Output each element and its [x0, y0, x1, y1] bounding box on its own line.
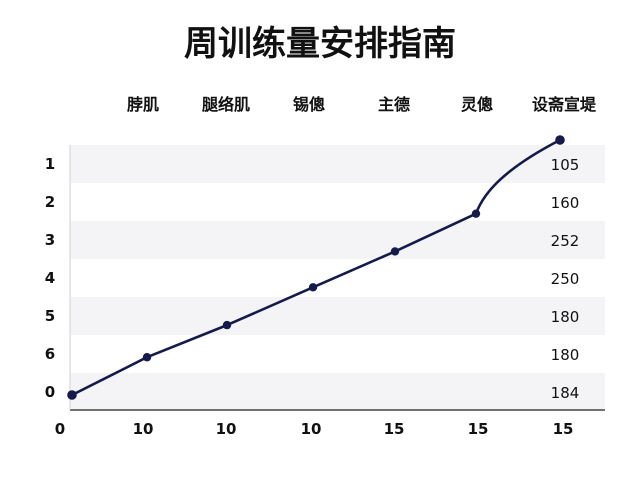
- data-point: [308, 283, 318, 292]
- grid-bands: [70, 145, 605, 411]
- row-labels: 1 2 3 4 5 6 0: [45, 155, 55, 401]
- right-value-label: 105: [551, 156, 580, 174]
- column-label: 脖肌: [127, 95, 159, 114]
- series-group: [67, 135, 565, 400]
- row-label: 6: [45, 345, 55, 363]
- right-value-label: 180: [551, 308, 580, 326]
- x-tick-label: 10: [301, 420, 322, 438]
- row-label: 2: [45, 193, 55, 211]
- row-label: 1: [45, 155, 55, 173]
- grid-band: [70, 297, 605, 335]
- column-label: 主德: [378, 95, 410, 114]
- right-value-label: 250: [551, 270, 580, 288]
- grid-band: [70, 373, 605, 411]
- data-point: [471, 209, 481, 218]
- x-tick-label: 15: [553, 420, 574, 438]
- grid-band: [70, 221, 605, 259]
- grid-band: [70, 335, 605, 373]
- x-tick-label: 10: [216, 420, 237, 438]
- row-label: 4: [45, 269, 55, 287]
- x-tick-label: 0: [55, 420, 65, 438]
- right-value-label: 160: [551, 194, 580, 212]
- x-tick-labels: 0 10 10 10 15 15 15: [55, 420, 574, 438]
- right-value-labels: 105 160 252 250 180 180 184: [551, 156, 580, 402]
- grid-band: [70, 183, 605, 221]
- chart-title: 周训练量安排指南: [184, 24, 456, 64]
- data-point: [142, 353, 152, 362]
- column-label: 腿络肌: [202, 95, 250, 114]
- data-point: [390, 247, 400, 256]
- column-label: 设斋宣堤: [532, 95, 597, 114]
- x-tick-label: 10: [133, 420, 154, 438]
- grid-band: [70, 145, 605, 183]
- row-label: 0: [45, 383, 55, 401]
- data-point: [555, 135, 565, 145]
- right-value-label: 252: [551, 232, 580, 250]
- column-label: 灵傯: [461, 95, 493, 114]
- x-tick-label: 15: [468, 420, 489, 438]
- column-label: 锡傯: [293, 95, 325, 114]
- column-labels: 脖肌 腿络肌 锡傯 主德 灵傯 设斋宣堤: [127, 95, 597, 114]
- data-point: [222, 320, 232, 330]
- x-tick-label: 15: [384, 420, 405, 438]
- row-label: 5: [45, 307, 55, 325]
- axes: [69, 145, 605, 411]
- right-value-label: 184: [551, 384, 580, 402]
- row-label: 3: [45, 231, 55, 249]
- data-point: [67, 390, 77, 400]
- right-value-label: 180: [551, 346, 580, 364]
